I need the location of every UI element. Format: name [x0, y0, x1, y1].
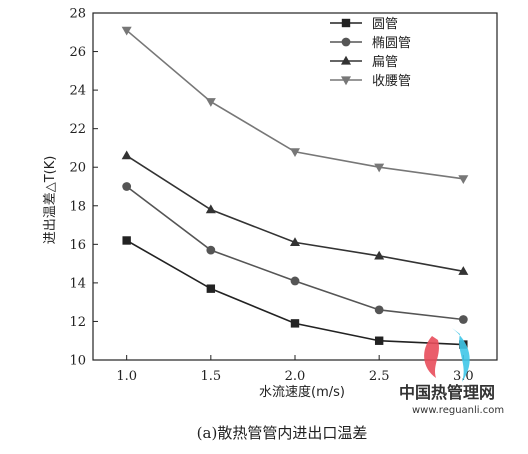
- data-point: [121, 26, 132, 36]
- data-point: [290, 319, 300, 328]
- legend-label: 收腰管: [372, 74, 411, 89]
- y-tick-label: 22: [69, 122, 86, 137]
- data-point: [374, 336, 384, 345]
- x-tick-label: 2.5: [369, 369, 390, 384]
- data-point: [374, 250, 385, 260]
- data-point: [290, 276, 300, 286]
- data-point: [458, 315, 468, 324]
- legend-marker: [341, 55, 351, 65]
- axes: 10 12 14 16 18 20 22 24 26 28 1.0 1.5 2.0 2.5 3.0: [69, 7, 498, 384]
- watermark-title: 中国热管理网: [399, 383, 495, 402]
- data-point: [458, 175, 469, 184]
- y-tick-label: 16: [69, 238, 86, 253]
- data-point: [205, 204, 216, 214]
- y-tick-label: 18: [69, 199, 86, 214]
- legend-marker: [341, 18, 351, 28]
- legend-marker: [341, 37, 351, 47]
- data-point: [374, 163, 385, 173]
- series-line-3: [126, 154, 464, 273]
- data-point: [290, 148, 300, 157]
- y-tick-label: 12: [69, 315, 86, 330]
- data-point: [122, 182, 132, 191]
- y-tick-label: 14: [69, 276, 86, 291]
- y-tick-label: 26: [69, 45, 86, 60]
- legend-label: 椭圆管: [372, 35, 411, 51]
- watermark-flame-red-icon: [424, 336, 439, 378]
- data-point: [206, 284, 216, 293]
- x-axis-title: 水流速度(m/s): [259, 384, 345, 400]
- y-tick-label: 24: [69, 84, 86, 99]
- watermark-logo: 中国热管理网 www.reguanli.com: [399, 328, 504, 416]
- x-tick-label: 1.0: [116, 369, 137, 384]
- series-line-2: [126, 185, 464, 321]
- data-point: [205, 98, 216, 107]
- watermark-url: www.reguanli.com: [412, 405, 504, 416]
- x-tick-label: 2.0: [285, 369, 306, 384]
- plot-frame: [92, 12, 498, 361]
- x-tick-label: 3.0: [453, 369, 474, 384]
- y-tick-label: 10: [69, 354, 86, 369]
- data-point: [122, 236, 131, 245]
- watermark-flame-blue-icon: [452, 328, 470, 382]
- data-point: [458, 266, 469, 275]
- legend-marker: [341, 76, 351, 86]
- y-tick-label: 20: [69, 161, 86, 176]
- y-axis-title: 进出温差△T(K): [43, 156, 58, 245]
- figure-caption: (a)散热管管内进出口温差: [197, 424, 368, 442]
- data-point: [206, 245, 216, 255]
- data-point: [121, 150, 132, 160]
- x-tick-label: 1.5: [200, 369, 221, 384]
- plot-area: [121, 26, 469, 349]
- y-tick-label: 28: [69, 7, 86, 22]
- data-point: [290, 237, 300, 247]
- data-point: [374, 305, 384, 315]
- legend-label: 圆管: [372, 17, 398, 32]
- series-line-1: [126, 239, 464, 346]
- legend-label: 扁管: [372, 55, 398, 70]
